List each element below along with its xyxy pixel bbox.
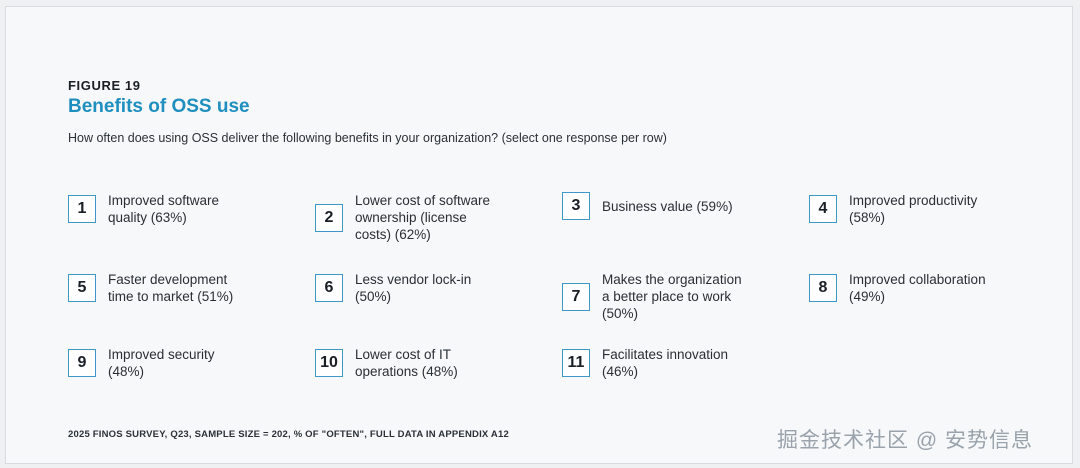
figure-title: Benefits of OSS use [68,96,250,117]
benefit-item: 10 Lower cost of IT operations (48%) [315,346,533,380]
rank-number-box: 1 [68,195,96,223]
benefit-item: 4 Improved productivity (58%) [809,192,1027,226]
benefit-item: 3 Business value (59%) [562,192,780,220]
benefit-item: 6 Less vendor lock-in (50%) [315,271,533,305]
benefit-item: 1 Improved software quality (63%) [68,192,286,226]
benefit-label: Facilitates innovation (46%) [602,347,729,379]
figure-page: FIGURE 19 Benefits of OSS use How often … [5,6,1073,464]
benefit-item: 8 Improved collaboration (49%) [809,271,1027,305]
rank-number-box: 7 [562,282,590,311]
rank-number-box: 2 [315,203,343,232]
rank-number-box: 6 [315,274,343,302]
benefit-label: Improved collaboration (49%) [849,272,986,304]
watermark-text: 掘金技术社区 @ 安势信息 [777,429,1033,452]
rank-number-box: 9 [68,349,96,377]
rank-number-box: 10 [315,349,343,377]
source-footnote: 2025 FINOS SURVEY, Q23, SAMPLE SIZE = 20… [68,429,509,440]
rank-number-box: 5 [68,274,96,302]
benefit-label: Improved productivity (58%) [849,193,978,225]
rank-number-box: 4 [809,195,837,223]
figure-label: FIGURE 19 [68,78,141,93]
rank-number-box: 11 [562,349,590,377]
benefit-label: Improved software quality (63%) [108,193,220,225]
benefit-label: Lower cost of software ownership (licens… [355,193,491,242]
benefit-label: Lower cost of IT operations (48%) [355,347,458,379]
benefit-item: 7 Makes the organization a better place … [562,271,780,322]
benefit-item: 2 Lower cost of software ownership (lice… [315,192,533,243]
benefit-label: Faster development time to market (51%) [108,272,234,304]
figure-subtitle: How often does using OSS deliver the fol… [68,131,667,145]
benefit-item: 9 Improved security (48%) [68,346,286,380]
benefit-item: 5 Faster development time to market (51%… [68,271,286,305]
benefit-label: Business value (59%) [602,198,733,214]
rank-number-box: 8 [809,274,837,302]
benefit-item: 11 Facilitates innovation (46%) [562,346,780,380]
benefit-label: Makes the organization a better place to… [602,272,742,321]
rank-number-box: 3 [562,192,590,220]
benefit-label: Less vendor lock-in (50%) [355,272,472,304]
benefit-label: Improved security (48%) [108,347,215,379]
